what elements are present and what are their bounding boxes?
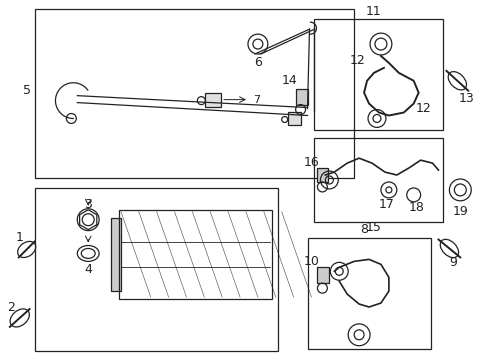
- Text: 1: 1: [16, 231, 24, 244]
- Bar: [288, 112, 300, 125]
- Text: 15: 15: [366, 221, 382, 234]
- Text: 3: 3: [84, 198, 92, 211]
- Bar: [111, 218, 121, 291]
- Bar: [315, 19, 443, 130]
- Text: 12: 12: [349, 54, 365, 67]
- Bar: [295, 89, 308, 105]
- Text: 8: 8: [360, 223, 368, 236]
- Bar: [119, 210, 272, 299]
- Bar: [35, 9, 354, 178]
- Text: 7: 7: [253, 95, 261, 105]
- Bar: [315, 138, 443, 222]
- Text: 5: 5: [23, 84, 31, 97]
- Text: 4: 4: [84, 263, 92, 276]
- Text: 11: 11: [366, 5, 382, 18]
- Text: 16: 16: [304, 156, 319, 168]
- Text: 2: 2: [7, 301, 15, 314]
- Text: 17: 17: [379, 198, 395, 211]
- Text: 12: 12: [416, 102, 432, 115]
- Bar: [318, 267, 329, 283]
- Text: 14: 14: [282, 74, 297, 87]
- Bar: [35, 188, 278, 351]
- Text: 9: 9: [449, 256, 457, 269]
- Text: 10: 10: [303, 255, 319, 268]
- Bar: [205, 93, 221, 107]
- Text: 18: 18: [409, 201, 425, 214]
- Text: 6: 6: [254, 57, 262, 69]
- Bar: [308, 238, 431, 349]
- Bar: [318, 168, 328, 182]
- Text: 13: 13: [459, 92, 474, 105]
- Text: 19: 19: [452, 205, 468, 218]
